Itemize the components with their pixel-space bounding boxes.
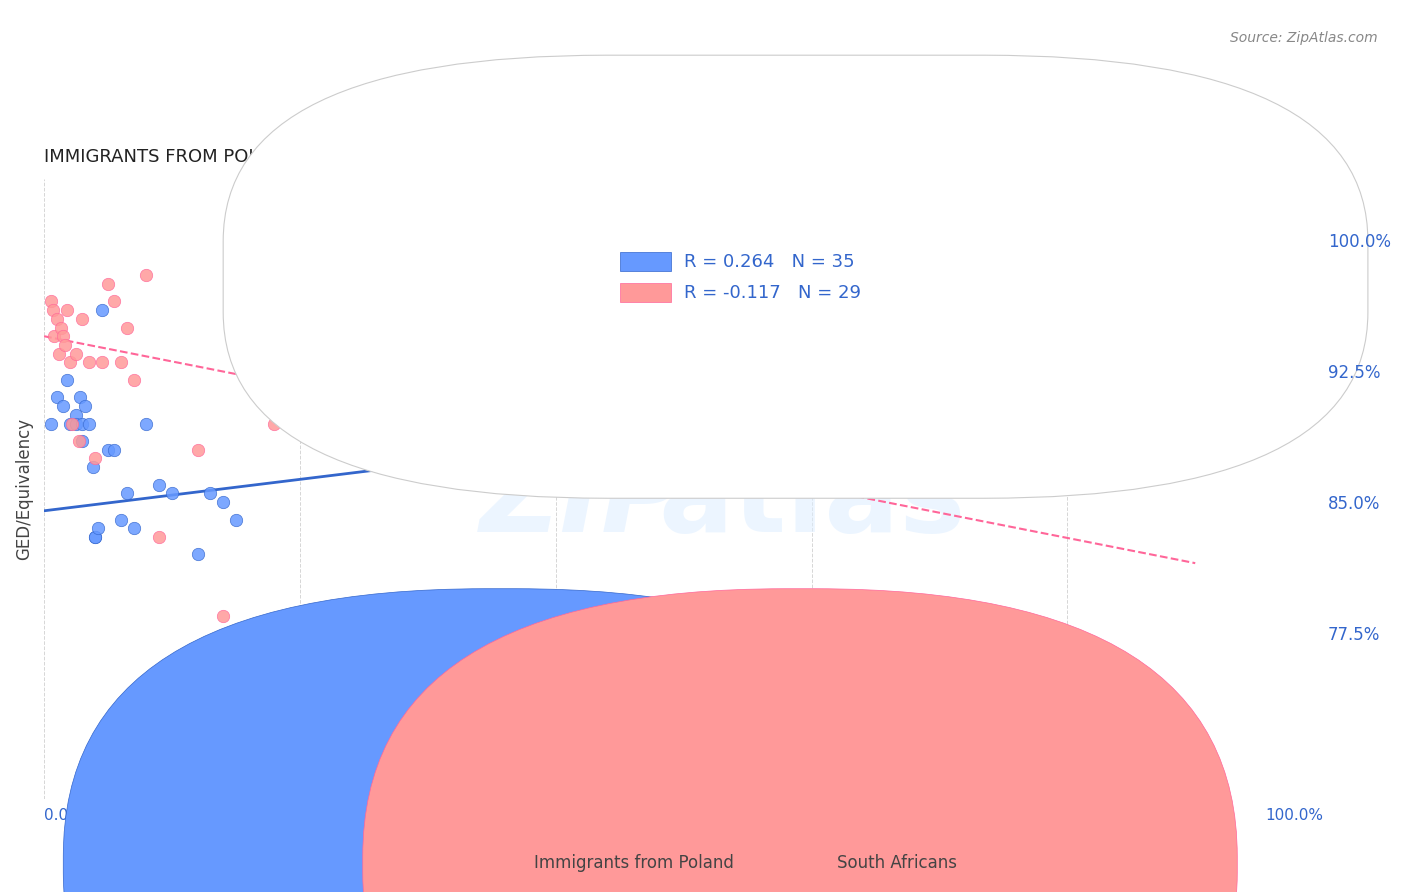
Point <box>65 408 87 422</box>
Point <box>56 303 79 318</box>
Point <box>59 355 82 369</box>
Point <box>48 347 70 361</box>
Point <box>481 399 503 413</box>
Point <box>77 417 100 431</box>
Point <box>315 390 337 404</box>
Point <box>737 722 759 736</box>
Point <box>110 512 132 526</box>
Point <box>45 390 67 404</box>
Point <box>97 277 120 291</box>
Text: ZIP: ZIP <box>479 448 683 555</box>
Point <box>90 303 112 318</box>
FancyBboxPatch shape <box>224 55 1368 499</box>
Point <box>135 417 157 431</box>
Point <box>52 399 75 413</box>
Point <box>73 399 96 413</box>
Point <box>39 294 62 309</box>
Point <box>82 460 104 475</box>
Point <box>97 442 120 457</box>
Point <box>56 373 79 387</box>
Point <box>263 617 285 632</box>
Point <box>90 355 112 369</box>
Point <box>87 521 110 535</box>
Point <box>212 608 235 623</box>
Text: South Africans: South Africans <box>837 855 956 872</box>
Point <box>65 347 87 361</box>
Point <box>52 329 75 343</box>
Point <box>187 442 209 457</box>
Text: R = -0.117   N = 29: R = -0.117 N = 29 <box>683 284 860 301</box>
Point <box>117 320 139 334</box>
Point <box>200 486 222 500</box>
Point <box>72 311 94 326</box>
Bar <box>620 252 671 271</box>
Point <box>122 373 145 387</box>
Point <box>42 303 65 318</box>
Point <box>44 329 66 343</box>
Point <box>84 451 107 466</box>
Point <box>39 417 62 431</box>
Point <box>59 417 82 431</box>
Text: 0.0%: 0.0% <box>44 807 83 822</box>
Y-axis label: GED/Equivalency: GED/Equivalency <box>15 418 32 560</box>
Text: 100.0%: 100.0% <box>1265 807 1323 822</box>
Point <box>225 512 247 526</box>
Point <box>160 486 183 500</box>
Point <box>45 311 67 326</box>
Point <box>672 696 695 710</box>
Point <box>148 530 170 544</box>
Point <box>67 434 90 448</box>
Point <box>672 765 695 780</box>
Point <box>117 486 139 500</box>
Point <box>72 417 94 431</box>
Point <box>135 268 157 282</box>
Point <box>60 417 83 431</box>
Text: Immigrants from Poland: Immigrants from Poland <box>534 855 734 872</box>
Point <box>103 442 125 457</box>
Text: IMMIGRANTS FROM POLAND VS SOUTH AFRICAN GED/EQUIVALENCY CORRELATION CHART: IMMIGRANTS FROM POLAND VS SOUTH AFRICAN … <box>44 148 859 167</box>
Point <box>122 521 145 535</box>
Point <box>212 495 235 509</box>
Text: Source: ZipAtlas.com: Source: ZipAtlas.com <box>1230 31 1378 45</box>
Point <box>1299 233 1322 247</box>
Point <box>72 434 94 448</box>
Point <box>53 338 76 352</box>
Point <box>65 417 87 431</box>
Point <box>103 294 125 309</box>
Point <box>353 425 375 440</box>
Bar <box>620 284 671 301</box>
Point <box>84 530 107 544</box>
Point <box>84 530 107 544</box>
Point <box>77 355 100 369</box>
Point <box>49 320 72 334</box>
Text: R = 0.264   N = 35: R = 0.264 N = 35 <box>683 252 855 270</box>
Point <box>69 390 91 404</box>
Point <box>110 355 132 369</box>
Text: atlas: atlas <box>658 448 965 555</box>
Point <box>187 548 209 562</box>
Point <box>148 477 170 491</box>
Point <box>263 417 285 431</box>
